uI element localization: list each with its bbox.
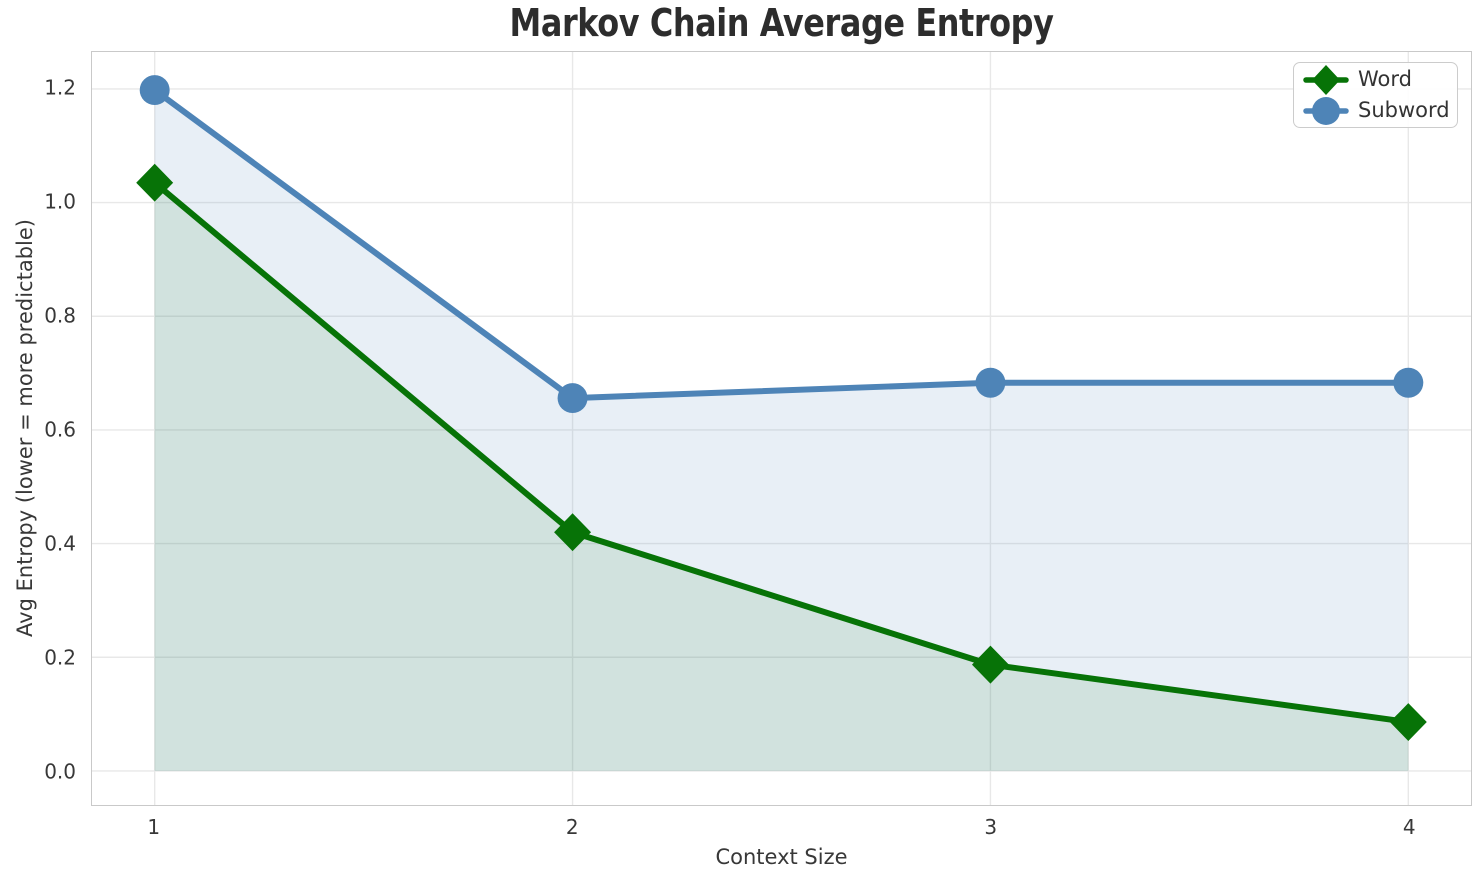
plot-canvas [92,52,1471,805]
plot-area [91,51,1472,806]
series-subword-marker [557,383,588,414]
legend-item-word: Word [1303,64,1448,95]
series-word-area [154,182,1409,771]
y-tick-label: 1.0 [44,189,76,214]
y-tick-label: 0.4 [44,531,76,556]
series-word-marker [136,163,174,202]
legend-label-word: Word [1358,67,1412,91]
legend-label-subword: Subword [1358,98,1450,122]
x-tick-label: 1 [147,815,161,839]
chart-title: Markov Chain Average Entropy [509,1,1054,45]
series-subword-marker [139,75,170,106]
series-subword-marker [1393,367,1424,398]
legend-item-subword: Subword [1303,96,1450,125]
y-tick-label: 0.0 [44,759,76,784]
series-subword-marker [975,367,1006,398]
x-tick-label: 4 [1402,815,1416,839]
y-tick-label: 0.8 [44,303,76,328]
series-subword-line [151,87,1412,402]
x-tick-label: 2 [565,815,579,839]
word-diamond-icon [1303,64,1349,95]
subword-circle-icon [1303,96,1349,125]
x-tick-label: 3 [984,815,998,839]
series-subword-area [154,90,1409,771]
y-tick-label: 0.2 [44,645,76,670]
series-word-marker [1389,703,1427,741]
x-axis-label: Context Size [715,845,848,869]
y-tick-label: 0.6 [44,417,76,442]
legend: Word Subword [1293,62,1458,128]
y-tick-label: 1.2 [44,75,76,100]
series-word-line [151,179,1412,726]
